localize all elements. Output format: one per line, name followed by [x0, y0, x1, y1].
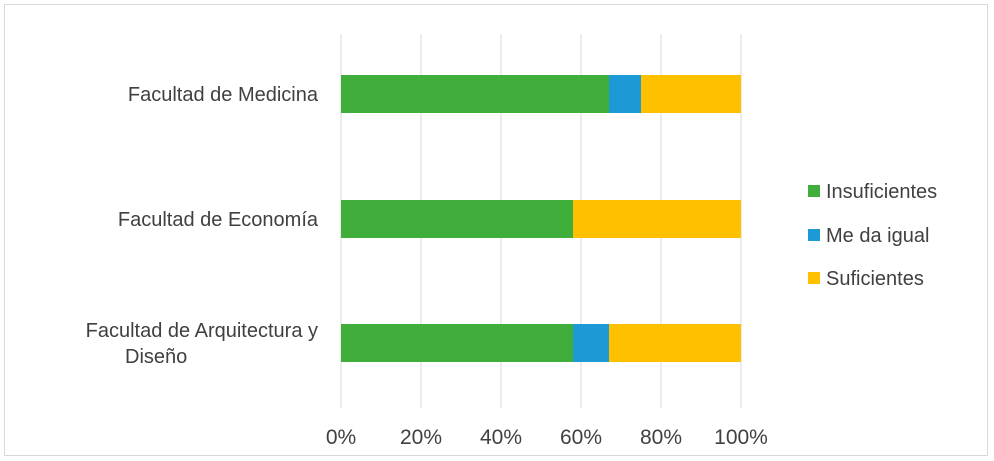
category-label: Facultad de Arquitectura y [86, 320, 318, 342]
bar-segment-suficientes [641, 75, 741, 113]
x-tick-label: 20% [400, 426, 442, 449]
legend-label: Me da igual [826, 225, 929, 247]
bar-segment-me-da-igual [573, 324, 609, 362]
category-label: Facultad de Economía [118, 209, 319, 231]
chart-frame [4, 4, 988, 456]
legend-label: Suficientes [826, 268, 924, 290]
x-axis-tick-labels: 0% 20% 40% 60% 80% 100% [326, 426, 768, 449]
bar-segment-insuficientes [341, 324, 573, 362]
bar-segment-suficientes [573, 200, 741, 238]
legend: Insuficientes Me da igual Suficientes [808, 181, 937, 290]
category-labels: Facultad de Medicina Facultad de Economía… [86, 84, 319, 368]
category-label: Diseño [125, 346, 187, 368]
x-tick-label: 100% [714, 426, 768, 449]
x-tick-label: 60% [560, 426, 602, 449]
x-tick-label: 40% [480, 426, 522, 449]
bar-segment-me-da-igual [609, 75, 641, 113]
legend-swatch [808, 272, 820, 284]
bar-segment-insuficientes [341, 200, 573, 238]
x-tick-label: 0% [326, 426, 356, 449]
category-label: Facultad de Medicina [128, 84, 319, 106]
legend-swatch [808, 229, 820, 241]
x-tick-label: 80% [640, 426, 682, 449]
legend-label: Insuficientes [826, 181, 937, 203]
bars [341, 75, 741, 362]
legend-swatch [808, 185, 820, 197]
bar-segment-insuficientes [341, 75, 609, 113]
bar-segment-suficientes [609, 324, 741, 362]
